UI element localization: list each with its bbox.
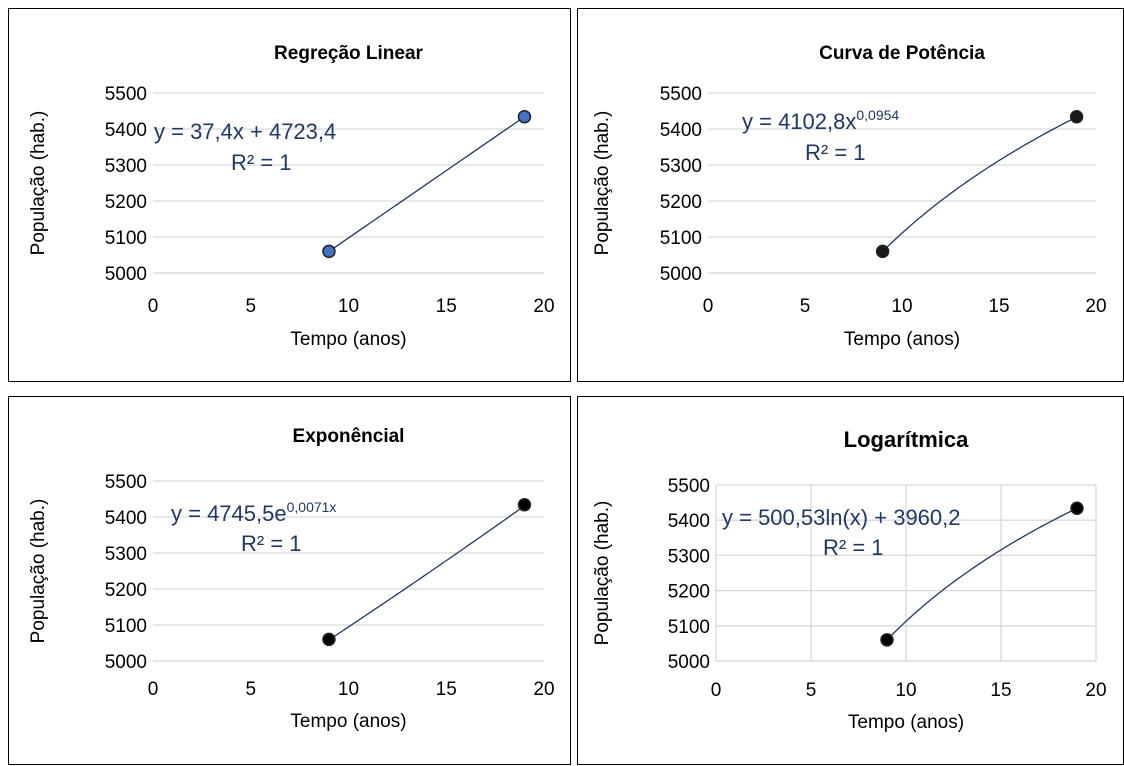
x-axis-label: Tempo (anos)	[290, 329, 406, 350]
y-tick-label: 5000	[105, 264, 147, 285]
x-tick-label: 10	[895, 680, 916, 701]
data-point	[1069, 110, 1084, 124]
r-squared-label: R² = 1	[823, 535, 884, 560]
chart-title: Curva de Potência	[819, 43, 985, 64]
y-tick-label: 5000	[668, 652, 710, 673]
y-tick-label: 5100	[660, 228, 702, 249]
x-tick-label: 10	[891, 296, 912, 317]
x-tick-label: 0	[148, 679, 159, 700]
y-tick-label: 5100	[105, 228, 147, 249]
x-tick-label: 0	[711, 680, 722, 701]
y-tick-label: 5200	[105, 580, 147, 601]
data-point	[517, 110, 532, 124]
x-tick-label: 0	[148, 296, 159, 317]
y-tick-label: 5500	[105, 472, 147, 493]
data-point	[517, 498, 532, 512]
trendline	[328, 116, 525, 252]
chart-panel-power: 5000 5100 5200 5300 5400 5500 0 5 10 15 20 Curva de…	[577, 8, 1124, 382]
chart-title: Regreção Linear	[274, 43, 423, 64]
trendline	[886, 507, 1078, 641]
y-tick-label: 5200	[660, 192, 702, 213]
chart-panel-exponential: 5000 5100 5200 5300 5400 5500 0 5 10 15 20 Exponênc…	[8, 396, 571, 765]
y-tick-label: 5400	[105, 120, 147, 141]
trendline	[882, 116, 1077, 253]
y-axis-label: População (hab.)	[28, 111, 49, 256]
trendline	[328, 505, 525, 641]
y-tick-label: 5000	[660, 264, 702, 285]
y-tick-label: 5300	[105, 544, 147, 565]
x-tick-label: 15	[436, 296, 457, 317]
x-tick-label: 15	[436, 679, 457, 700]
trendline-equation: y = 4745,5e0,0071x	[171, 499, 336, 526]
data-point	[322, 244, 336, 259]
x-tick-label: 20	[1085, 296, 1106, 317]
chart-svg: 5000 5100 5200 5300 5400 5500 0 5 10 15 20 Regreção…	[28, 43, 555, 350]
chart-panel-logarithmic: 5000 5100 5200 5300 5400 5500 0 5 10 15 20 Logarítm…	[577, 396, 1124, 765]
y-tick-label: 5300	[660, 156, 702, 177]
chart-svg: 5000 5100 5200 5300 5400 5500 0 5 10 15 20 Curva de…	[592, 43, 1107, 350]
x-tick-label: 5	[806, 680, 817, 701]
x-axis-label: Tempo (anos)	[290, 711, 406, 732]
data-point	[1070, 501, 1084, 515]
r-squared-label: R² = 1	[231, 150, 292, 175]
x-tick-label: 15	[990, 680, 1011, 701]
x-tick-label: 10	[338, 296, 359, 317]
data-point	[322, 632, 336, 647]
trendline-equation: y = 37,4x + 4723,4	[154, 119, 336, 144]
y-tick-label: 5100	[668, 617, 710, 638]
x-tick-label: 20	[1085, 680, 1106, 701]
chart-title: Exponêncial	[293, 426, 405, 447]
y-tick-label: 5100	[105, 616, 147, 637]
y-tick-label: 5000	[105, 652, 147, 673]
y-tick-label: 5300	[668, 546, 710, 567]
y-tick-label: 5400	[105, 508, 147, 529]
x-tick-label: 5	[800, 296, 811, 317]
x-tick-label: 20	[533, 296, 554, 317]
chart-title: Logarítmica	[844, 427, 969, 452]
x-axis-label: Tempo (anos)	[848, 712, 964, 733]
y-tick-label: 5200	[668, 582, 710, 603]
y-tick-label: 5400	[668, 511, 710, 532]
y-tick-label: 5300	[105, 156, 147, 177]
chart-svg: 5000 5100 5200 5300 5400 5500 0 5 10 15 20 Logarítm…	[592, 427, 1107, 733]
chart-svg: 5000 5100 5200 5300 5400 5500 0 5 10 15 20 Exponênc…	[28, 426, 555, 732]
data-point	[880, 633, 894, 647]
y-tick-label: 5500	[668, 476, 710, 497]
y-tick-label: 5500	[105, 84, 147, 105]
r-squared-label: R² = 1	[241, 531, 302, 556]
trendline-equation: y = 4102,8x0,0954	[742, 107, 899, 134]
data-point	[875, 244, 890, 259]
x-tick-label: 15	[988, 296, 1009, 317]
x-tick-label: 10	[338, 679, 359, 700]
y-axis-label: População (hab.)	[592, 501, 613, 646]
x-tick-label: 5	[245, 296, 256, 317]
chart-panel-linear: 5000 5100 5200 5300 5400 5500 0 5 10 15 20 Regreção…	[8, 8, 571, 382]
y-tick-label: 5200	[105, 192, 147, 213]
x-tick-label: 5	[245, 679, 256, 700]
x-tick-label: 20	[533, 679, 554, 700]
x-axis-label: Tempo (anos)	[844, 329, 960, 350]
y-axis-label: População (hab.)	[592, 111, 613, 256]
y-tick-label: 5400	[660, 120, 702, 141]
y-axis-label: População (hab.)	[28, 499, 49, 644]
r-squared-label: R² = 1	[805, 140, 866, 165]
x-tick-label: 0	[703, 296, 714, 317]
trendline-equation: y = 500,53ln(x) + 3960,2	[722, 505, 961, 530]
y-tick-label: 5500	[660, 84, 702, 105]
